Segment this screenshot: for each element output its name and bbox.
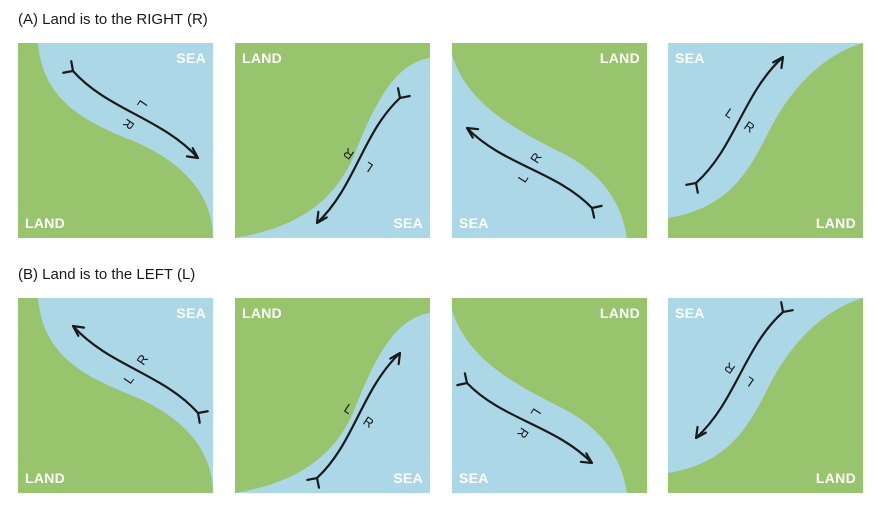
- current-arrow: [72, 70, 199, 159]
- sea-label: SEA: [393, 215, 423, 231]
- current-arrow: [466, 382, 593, 464]
- sea-label: SEA: [176, 50, 206, 66]
- current-arrow: [695, 311, 784, 439]
- arrowhead-icon: [389, 351, 402, 366]
- sea-label: SEA: [459, 215, 489, 231]
- arrowhead-icon: [579, 452, 594, 465]
- arrowhead-icon: [772, 55, 785, 70]
- arrowhead-icon: [71, 324, 86, 337]
- panel-a-3: L R LAND SEA: [452, 43, 647, 238]
- sea-region: [452, 310, 627, 493]
- panel-b-2: L R LAND SEA: [235, 298, 430, 493]
- land-label: LAND: [599, 50, 640, 66]
- arrow-tail-icon: [396, 87, 411, 100]
- coast-diagram: LR: [668, 298, 863, 493]
- arrowhead-icon: [315, 210, 328, 225]
- row-b-title: (B) Land is to the LEFT (L): [18, 266, 196, 283]
- sea-region: [235, 313, 430, 493]
- current-arrow: [316, 97, 401, 224]
- sea-label: SEA: [459, 470, 489, 486]
- land-label: LAND: [242, 305, 283, 321]
- arrow-tail-icon: [306, 476, 321, 489]
- arrow-tail-icon: [780, 301, 794, 314]
- arrowhead-icon: [694, 425, 707, 440]
- current-arrow: [72, 325, 199, 414]
- land-label: LAND: [242, 50, 283, 66]
- sea-region: [452, 55, 627, 238]
- sea-label: SEA: [393, 470, 423, 486]
- current-arrow: [316, 352, 401, 479]
- arrowhead-icon: [185, 147, 200, 160]
- current-arrow: [695, 56, 784, 184]
- panel-b-4: L R SEA LAND: [668, 298, 863, 493]
- arrow-tail-icon: [590, 204, 603, 219]
- coast-diagram: LR: [18, 298, 213, 493]
- arrow-tail-icon: [196, 410, 209, 424]
- land-label: LAND: [815, 470, 856, 486]
- coast-diagram: LR: [18, 43, 213, 238]
- land-label: LAND: [815, 215, 856, 231]
- arrow-tail-icon: [62, 60, 75, 74]
- coast-diagram: LR: [668, 43, 863, 238]
- panel-b-1: L R SEA LAND: [18, 298, 213, 493]
- land-label: LAND: [25, 470, 66, 486]
- sea-region: [38, 298, 213, 493]
- land-label: LAND: [599, 305, 640, 321]
- panel-a-1: L R SEA LAND: [18, 43, 213, 238]
- coast-diagram: LR: [235, 298, 430, 493]
- arrowhead-icon: [465, 126, 480, 139]
- coast-diagram: LR: [235, 43, 430, 238]
- row-a-title: (A) Land is to the RIGHT (R): [18, 11, 208, 28]
- panel-b-3: L R LAND SEA: [452, 298, 647, 493]
- panel-a-2: L R LAND SEA: [235, 43, 430, 238]
- arrow-tail-icon: [685, 181, 699, 194]
- current-arrow: [466, 127, 593, 209]
- sea-region: [38, 43, 213, 238]
- sea-region: [668, 298, 863, 473]
- sea-region: [235, 58, 430, 238]
- coast-diagram: LR: [452, 298, 647, 493]
- land-label: LAND: [25, 215, 66, 231]
- panel-a-4: L R SEA LAND: [668, 43, 863, 238]
- arrow-tail-icon: [456, 372, 469, 387]
- sea-region: [668, 43, 863, 218]
- sea-label: SEA: [176, 305, 206, 321]
- sea-label: SEA: [675, 50, 705, 66]
- coast-diagram: LR: [452, 43, 647, 238]
- sea-label: SEA: [675, 305, 705, 321]
